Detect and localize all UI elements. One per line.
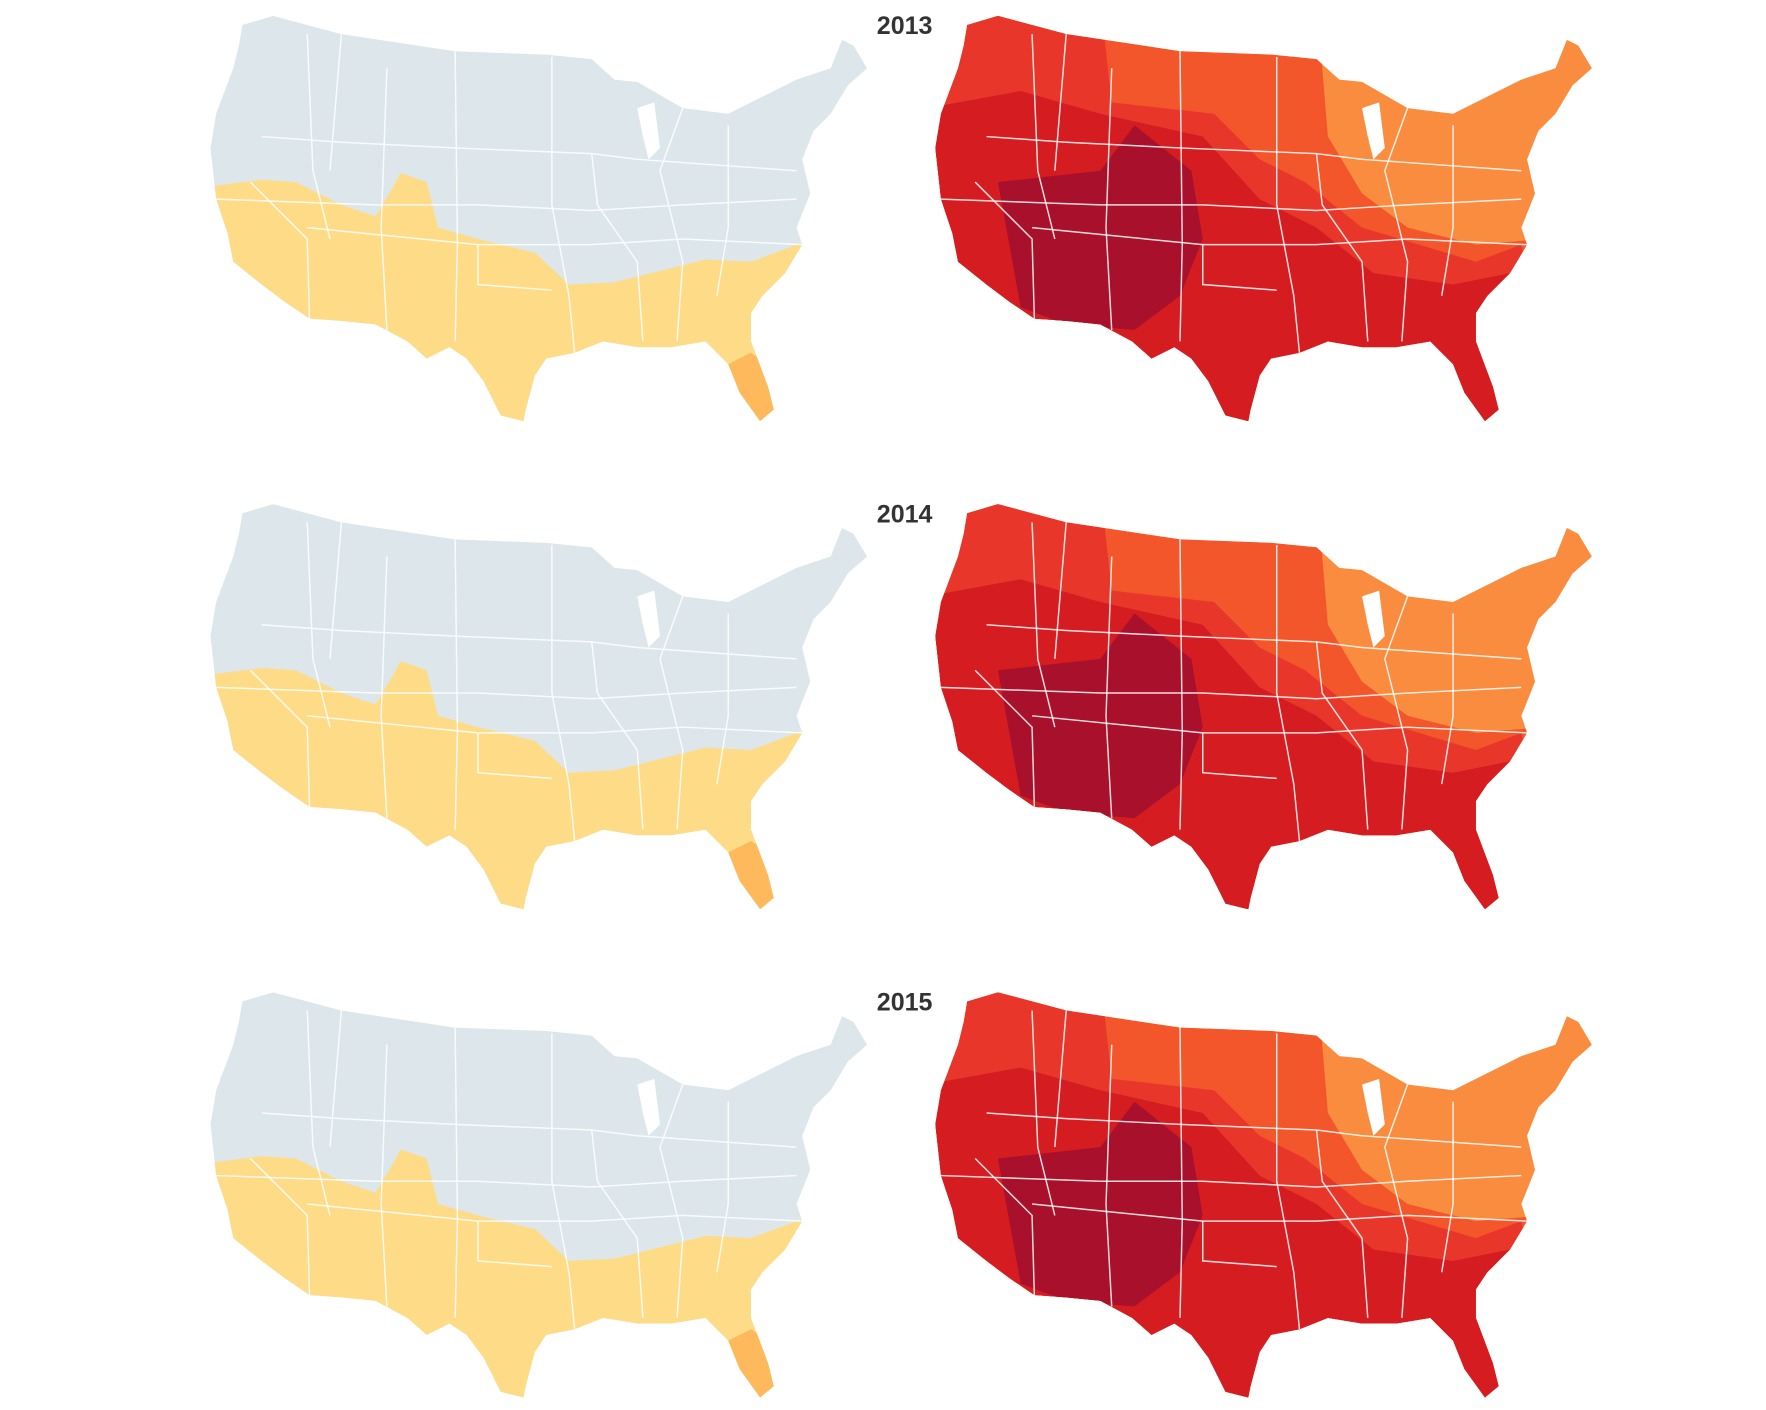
lake [1362,102,1385,160]
lake [1362,590,1385,648]
region-layer [935,992,1592,1398]
year-label: 2015 [877,989,933,1017]
map-uv-intensity [935,15,1592,422]
region-layer [935,504,1592,910]
region [997,1101,1203,1307]
region [997,613,1203,819]
region-layer [935,15,1592,422]
lake [637,590,660,648]
region [728,352,786,422]
year-label: 2014 [877,500,933,528]
map-uv-days [210,992,868,1398]
lake [1362,1078,1385,1136]
region [728,840,786,910]
map-uv-intensity [935,992,1592,1398]
lake [637,1078,660,1136]
map-uv-days [210,15,868,422]
map-uv-intensity [935,504,1592,910]
region [728,1329,786,1398]
map-uv-days [210,504,868,910]
lake [637,102,660,160]
year-label: 2013 [877,12,933,40]
